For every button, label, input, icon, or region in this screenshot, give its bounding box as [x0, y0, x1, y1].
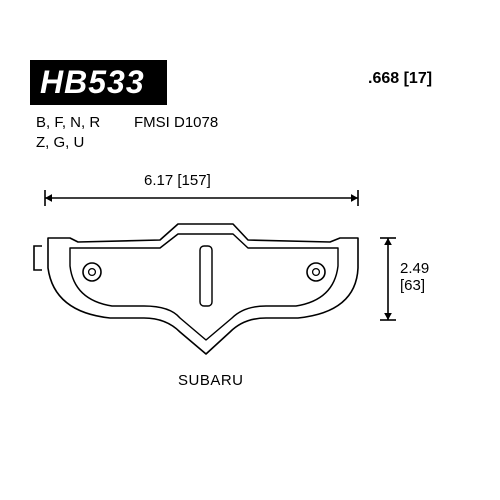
brake-pad-diagram — [30, 60, 470, 440]
height-arrow — [380, 238, 396, 320]
brake-pad-outline — [34, 224, 358, 354]
spec-sheet: HB533 .668 [17] B, F, N, R Z, G, U FMSI … — [30, 60, 470, 440]
width-arrow — [45, 190, 358, 206]
